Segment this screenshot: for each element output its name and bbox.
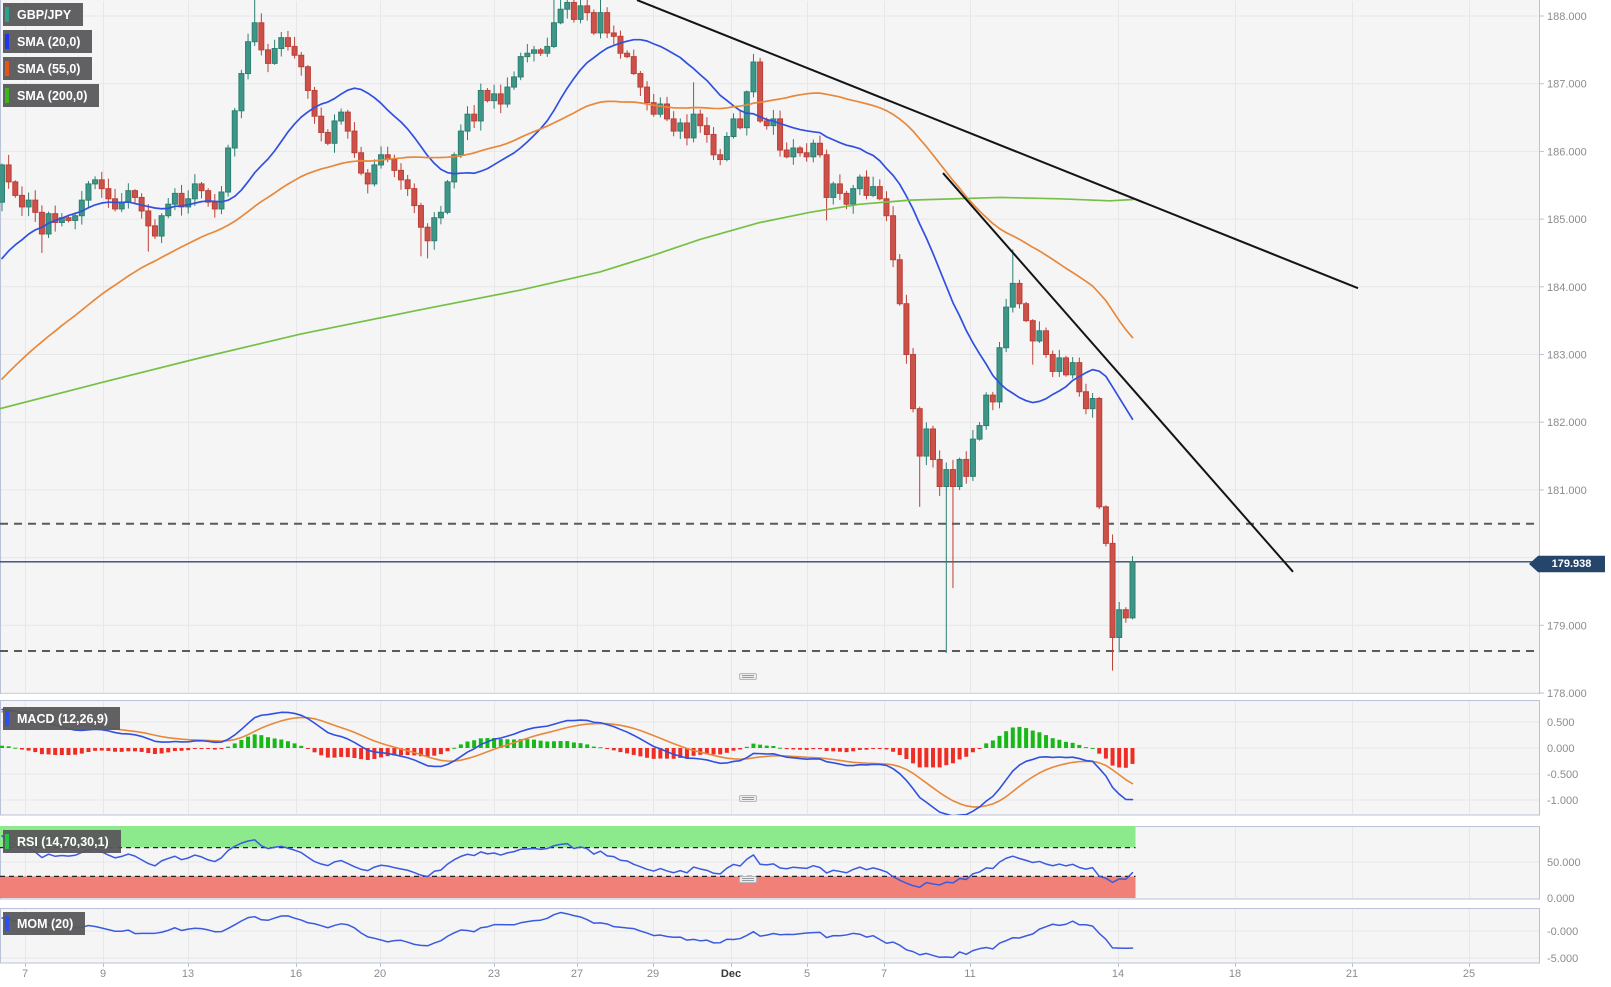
- svg-text:-5.000: -5.000: [1547, 953, 1578, 965]
- svg-text:21: 21: [1346, 968, 1358, 980]
- support-resistance-levels[interactable]: [0, 522, 1540, 653]
- svg-text:181.000: 181.000: [1547, 485, 1587, 497]
- macd-signal-line: [1, 710, 1134, 808]
- legend-mom[interactable]: MOM (20): [3, 912, 86, 935]
- mom-label: MOM (20): [17, 916, 74, 931]
- rsi-overbought-zone: [0, 826, 1136, 848]
- macd-label: MACD (12,26,9): [17, 711, 108, 726]
- svg-text:0.000: 0.000: [1547, 743, 1575, 755]
- svg-text:14: 14: [1112, 968, 1124, 980]
- rsi-label: RSI (14,70,30,1): [17, 834, 109, 849]
- legend-macd[interactable]: MACD (12,26,9): [3, 707, 120, 730]
- trendline-2: [942, 172, 1294, 573]
- svg-text:0.000: 0.000: [1547, 893, 1575, 905]
- sma200-label: SMA (200,0): [17, 88, 88, 103]
- svg-text:184.000: 184.000: [1547, 282, 1587, 294]
- panel-backgrounds[interactable]: [0, 0, 1540, 964]
- legend-sma20[interactable]: SMA (20,0): [3, 30, 93, 53]
- svg-text:183.000: 183.000: [1547, 350, 1587, 362]
- svg-text:23: 23: [488, 968, 500, 980]
- sma20-color-chip: [5, 34, 9, 49]
- symbol-color-chip: [5, 7, 9, 22]
- svg-text:-0.500: -0.500: [1547, 769, 1578, 781]
- trendlines[interactable]: [636, 0, 1359, 573]
- svg-text:7: 7: [881, 968, 887, 980]
- panel-resize-grip-macd[interactable]: [739, 795, 757, 802]
- svg-text:178.000: 178.000: [1547, 688, 1587, 700]
- svg-text:0.500: 0.500: [1547, 717, 1575, 729]
- rsi-bands: [0, 826, 1136, 898]
- panel-resize-grip-main[interactable]: [739, 673, 757, 680]
- current-price-tag: 179.938: [1529, 555, 1605, 573]
- symbol-label: GBP/JPY: [17, 7, 72, 22]
- panel-resize-grip-rsi[interactable]: [739, 876, 757, 883]
- legend-sma200[interactable]: SMA (200,0): [3, 84, 100, 107]
- svg-text:-0.000: -0.000: [1547, 926, 1578, 938]
- macd-color-chip: [5, 711, 9, 726]
- svg-text:187.000: 187.000: [1547, 79, 1587, 91]
- svg-text:11: 11: [964, 968, 975, 980]
- svg-text:5: 5: [804, 968, 810, 980]
- sma55-label: SMA (55,0): [17, 61, 81, 76]
- svg-text:16: 16: [290, 968, 302, 980]
- svg-text:13: 13: [182, 968, 194, 980]
- svg-text:188.000: 188.000: [1547, 11, 1587, 23]
- main-panel[interactable]: [0, 0, 1540, 694]
- momentum-line: [1, 911, 1134, 959]
- mom-color-chip: [5, 916, 9, 931]
- sma55-color-chip: [5, 61, 9, 76]
- rsi-color-chip: [5, 834, 9, 849]
- price-axis[interactable]: 188.000 187.000 186.000 185.000 184.000 183.0…: [22, 11, 1587, 980]
- svg-text:185.000: 185.000: [1547, 214, 1587, 226]
- macd-panel[interactable]: [0, 700, 1540, 816]
- svg-text:Dec: Dec: [721, 968, 741, 980]
- sma20-line: [1, 38, 1134, 421]
- svg-text:9: 9: [100, 968, 106, 980]
- svg-text:20: 20: [374, 968, 386, 980]
- legend-rsi[interactable]: RSI (14,70,30,1): [3, 830, 121, 853]
- trendline-1: [636, 0, 1359, 290]
- svg-text:182.000: 182.000: [1547, 417, 1587, 429]
- sma20-label: SMA (20,0): [17, 34, 81, 49]
- mom-panel[interactable]: [0, 908, 1540, 964]
- legend-sma55[interactable]: SMA (55,0): [3, 57, 93, 80]
- rsi-line: [1, 835, 1134, 889]
- sma200-color-chip: [5, 88, 9, 103]
- macd-main-line: [1, 708, 1134, 815]
- svg-text:-1.000: -1.000: [1547, 795, 1578, 807]
- legend-symbol[interactable]: GBP/JPY: [3, 3, 84, 26]
- svg-text:27: 27: [571, 968, 583, 980]
- gridlines: [1, 1, 1539, 962]
- svg-text:29: 29: [647, 968, 659, 980]
- svg-text:7: 7: [22, 968, 28, 980]
- rsi-oversold-zone: [0, 876, 1136, 898]
- svg-text:186.000: 186.000: [1547, 146, 1587, 158]
- sma200-line: [0, 196, 1134, 410]
- svg-text:25: 25: [1463, 968, 1475, 980]
- sma55-line: [1, 92, 1134, 380]
- svg-text:179.000: 179.000: [1547, 620, 1587, 632]
- svg-text:18: 18: [1229, 968, 1241, 980]
- svg-text:50.000: 50.000: [1547, 857, 1581, 869]
